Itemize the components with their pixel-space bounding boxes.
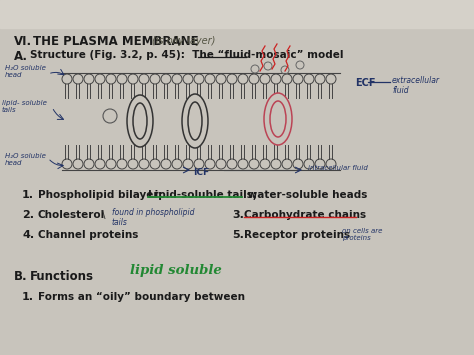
Text: 3.: 3. — [232, 210, 244, 220]
Text: lipid- soluble
tails: lipid- soluble tails — [2, 100, 47, 113]
Text: extracellular
fluid: extracellular fluid — [392, 76, 440, 95]
Ellipse shape — [270, 101, 286, 137]
Text: found in phospholipid
tails: found in phospholipid tails — [112, 208, 194, 228]
Text: Carbohydrate chains: Carbohydrate chains — [244, 210, 366, 220]
Text: Structure (Fig. 3.2, p. 45):  The “fluid-mosaic” model: Structure (Fig. 3.2, p. 45): The “fluid-… — [30, 50, 344, 60]
Text: (is oily layer): (is oily layer) — [152, 36, 215, 46]
Text: water-soluble heads: water-soluble heads — [244, 190, 367, 200]
Text: 1.: 1. — [22, 190, 34, 200]
Text: A.: A. — [14, 50, 28, 63]
Ellipse shape — [264, 93, 292, 145]
Text: H₂O soluble
head: H₂O soluble head — [5, 65, 46, 78]
Text: Forms an “oily” boundary between: Forms an “oily” boundary between — [38, 292, 245, 302]
Text: 0: 0 — [103, 115, 107, 121]
Text: Channel proteins: Channel proteins — [38, 230, 138, 240]
Ellipse shape — [133, 103, 147, 139]
Text: 5.: 5. — [232, 230, 244, 240]
Text: ECF: ECF — [355, 78, 375, 88]
Text: 2.: 2. — [22, 210, 34, 220]
Text: Cholesterol: Cholesterol — [38, 210, 105, 220]
Ellipse shape — [182, 94, 208, 148]
Text: 1.: 1. — [22, 292, 34, 302]
Ellipse shape — [127, 95, 153, 147]
Text: lipid soluble: lipid soluble — [130, 264, 222, 277]
Bar — [0, 0, 474, 28]
Text: B.: B. — [14, 270, 27, 283]
Text: ICF: ICF — [193, 168, 209, 177]
Text: Receptor proteins: Receptor proteins — [244, 230, 350, 240]
Text: Functions: Functions — [30, 270, 94, 283]
Text: \: \ — [102, 210, 106, 220]
Text: Lipid-soluble tails;: Lipid-soluble tails; — [148, 190, 257, 200]
Text: VI.: VI. — [14, 35, 32, 48]
Circle shape — [103, 109, 117, 123]
Text: on cells are
proteins: on cells are proteins — [342, 228, 383, 241]
Text: 4.: 4. — [22, 230, 34, 240]
Text: THE PLASMA MEMBRANE: THE PLASMA MEMBRANE — [33, 35, 199, 48]
Text: H₂O soluble
head: H₂O soluble head — [5, 153, 46, 166]
Text: intracellular fluid: intracellular fluid — [308, 165, 368, 171]
Text: Phospholipid bilayer:: Phospholipid bilayer: — [38, 190, 166, 200]
Ellipse shape — [188, 102, 202, 140]
